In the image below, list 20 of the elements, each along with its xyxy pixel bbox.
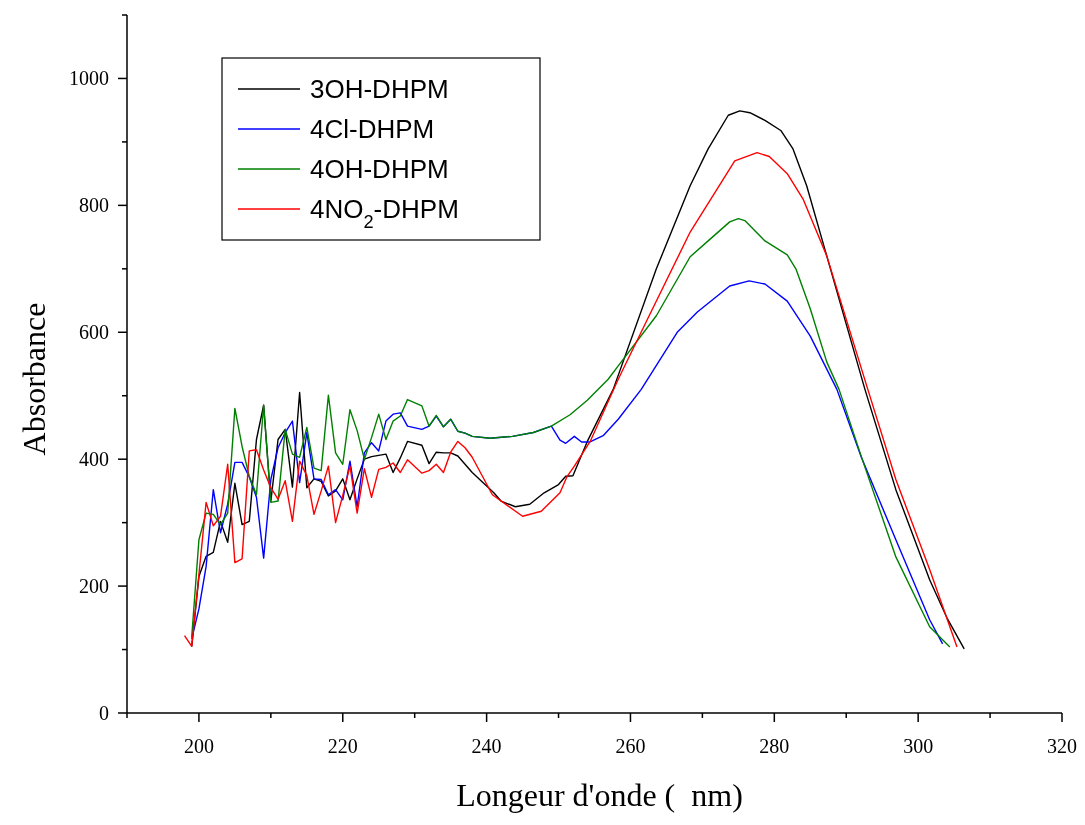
y-tick-label: 400 [79, 448, 109, 471]
x-tick-label: 280 [759, 735, 790, 757]
y-axis-title: Absorbance [16, 302, 52, 456]
x-tick-label: 320 [1047, 735, 1077, 757]
x-tick-label: 300 [903, 735, 934, 757]
legend-label: 4Cl-DHPM [310, 114, 435, 144]
y-tick-label: 1000 [69, 67, 109, 90]
legend-label: 3OH-DHPM [310, 74, 449, 104]
legend-label: 4OH-DHPM [310, 154, 449, 184]
x-tick-label: 200 [183, 735, 214, 757]
x-tick-label: 220 [327, 735, 358, 757]
line-series [191, 280, 944, 645]
y-tick-label: 200 [79, 575, 109, 598]
y-tick-label: 600 [79, 321, 109, 344]
x-tick-label: 260 [615, 735, 646, 757]
y-tick-label: 0 [99, 702, 109, 724]
legend-label: 4NO$_{2}$-DHPM [310, 194, 459, 232]
x-axis-title: Longeur d'onde ( nm) [456, 777, 743, 813]
x-tick-label: 240 [471, 735, 502, 757]
y-tick-label: 800 [79, 194, 109, 217]
